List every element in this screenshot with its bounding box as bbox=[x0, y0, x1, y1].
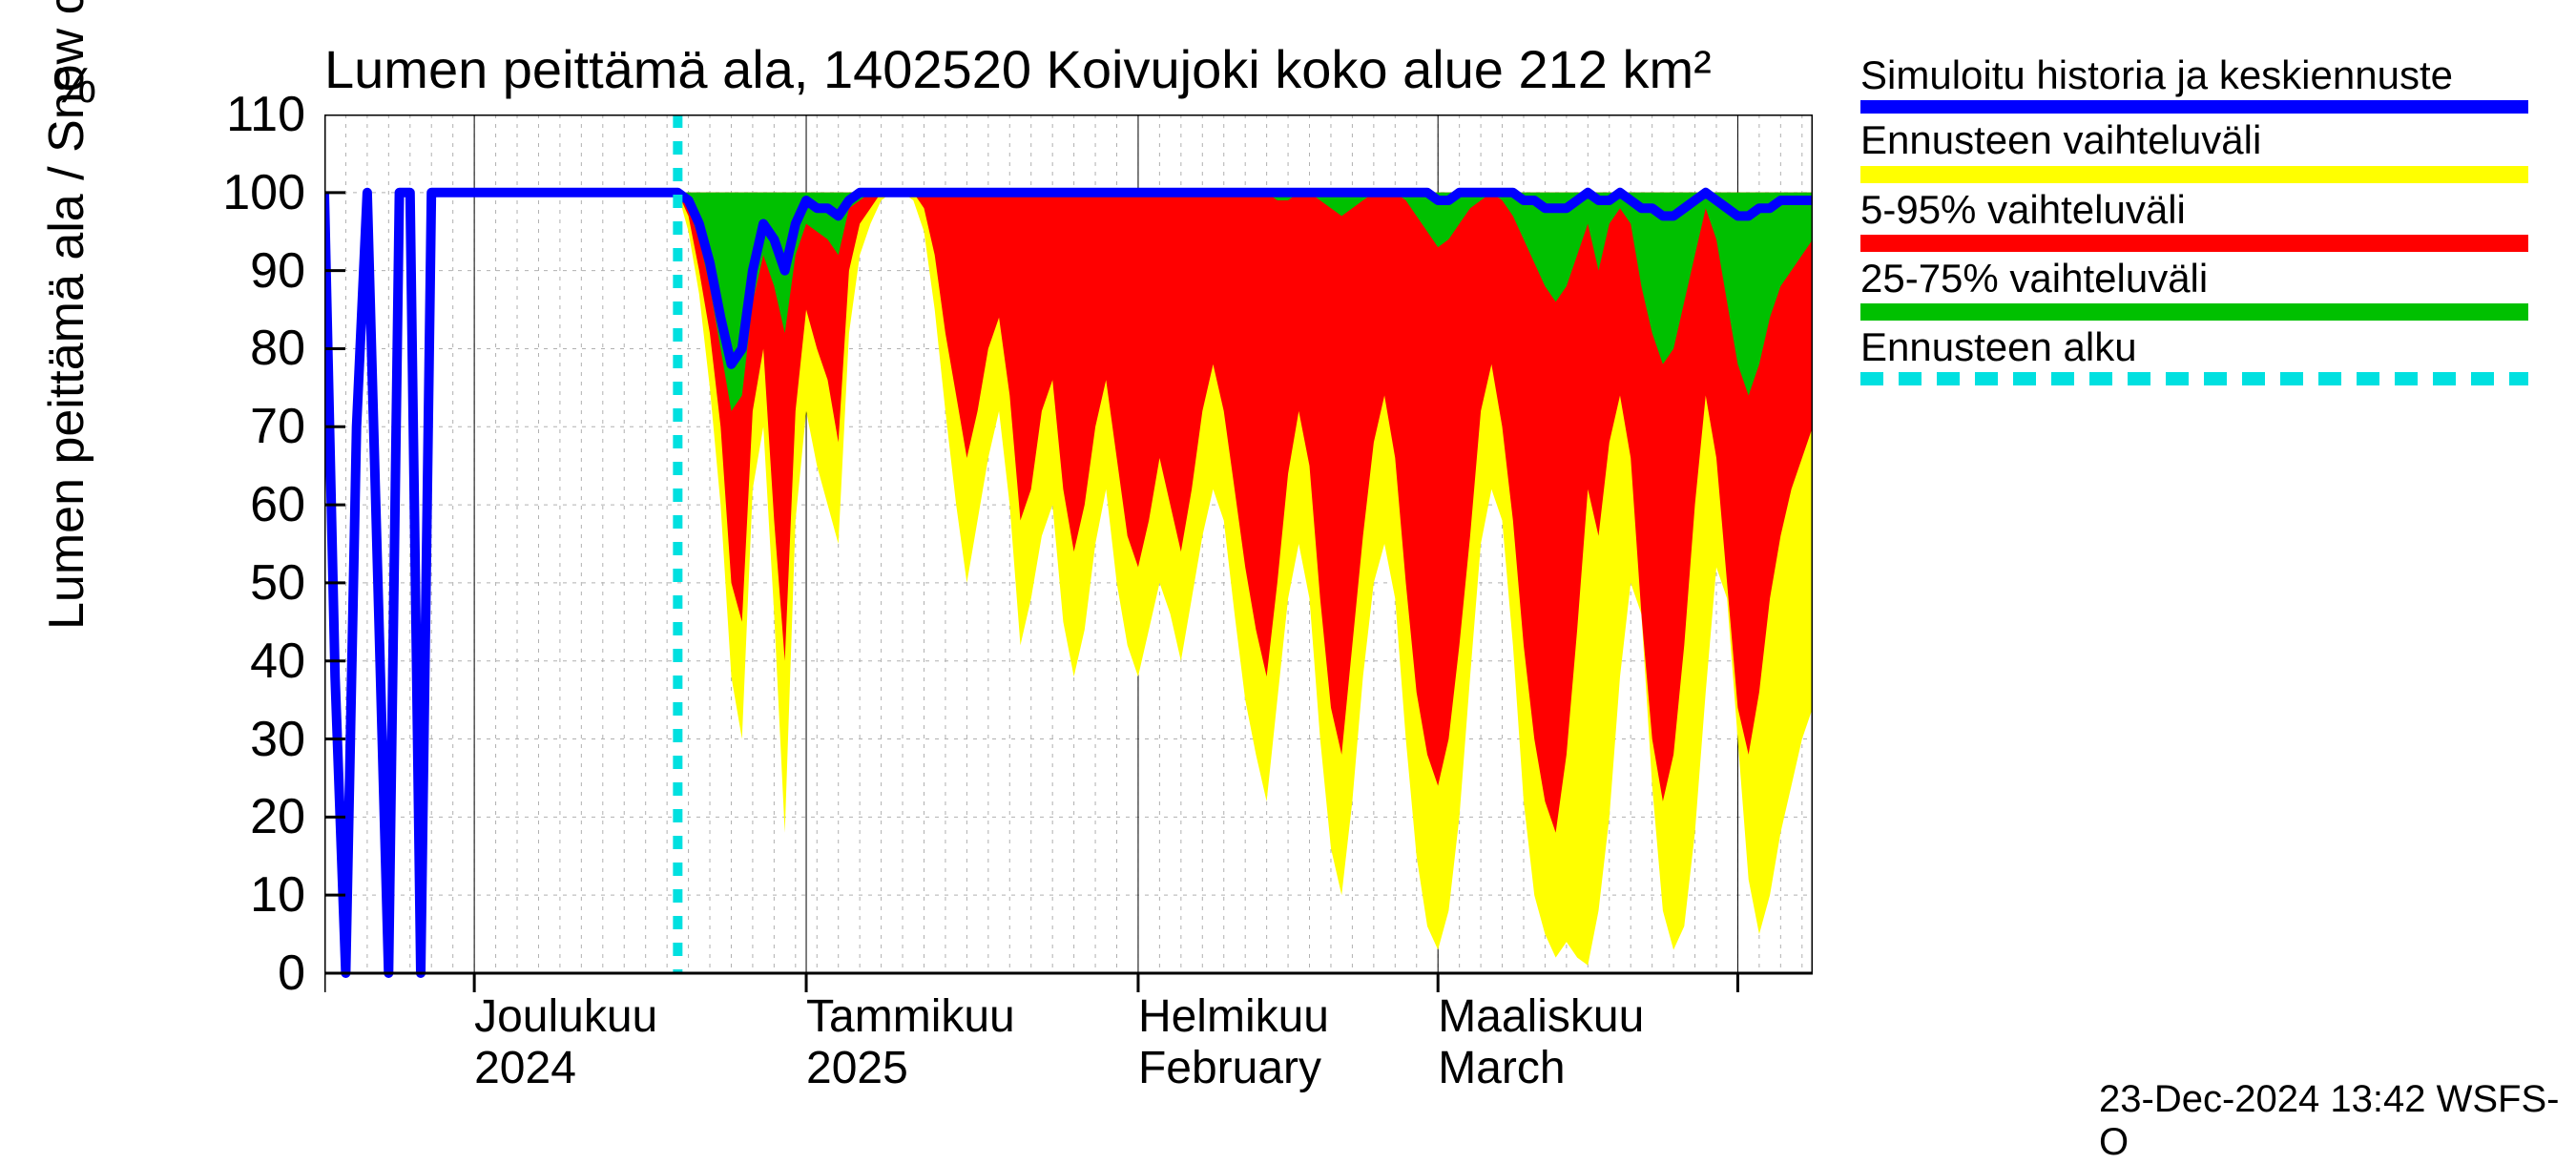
legend-swatch bbox=[1860, 166, 2528, 183]
x-tick-label-sub: February bbox=[1138, 1042, 1321, 1094]
x-tick-label-fi: Joulukuu bbox=[474, 990, 657, 1043]
y-tick-label: 90 bbox=[191, 242, 305, 300]
legend-swatch bbox=[1860, 235, 2528, 252]
x-tick-label-fi: Helmikuu bbox=[1138, 990, 1329, 1043]
y-tick-label: 60 bbox=[191, 476, 305, 533]
legend-label: Ennusteen vaihteluväli bbox=[1860, 117, 2528, 163]
legend-item: 25-75% vaihteluväli bbox=[1860, 256, 2528, 321]
chart-canvas: Lumen peittämä ala, 1402520 Koivujoki ko… bbox=[0, 0, 2576, 1145]
legend-label: Simuloitu historia ja keskiennuste bbox=[1860, 52, 2528, 98]
legend-label: 5-95% vaihteluväli bbox=[1860, 187, 2528, 233]
chart-title: Lumen peittämä ala, 1402520 Koivujoki ko… bbox=[324, 38, 1712, 100]
legend: Simuloitu historia ja keskiennuste Ennust… bbox=[1860, 52, 2528, 389]
x-tick-label-sub: 2024 bbox=[474, 1042, 576, 1094]
y-tick-label: 50 bbox=[191, 554, 305, 612]
y-tick-label: 20 bbox=[191, 788, 305, 845]
legend-label: 25-75% vaihteluväli bbox=[1860, 256, 2528, 301]
y-tick-label: 100 bbox=[191, 164, 305, 221]
legend-item: Ennusteen vaihteluväli bbox=[1860, 117, 2528, 182]
legend-swatch bbox=[1860, 303, 2528, 321]
legend-swatch bbox=[1860, 100, 2528, 114]
x-tick-label-sub: 2025 bbox=[806, 1042, 908, 1094]
y-tick-label: 0 bbox=[191, 945, 305, 1002]
y-tick-label: 110 bbox=[191, 86, 305, 143]
legend-item: Simuloitu historia ja keskiennuste bbox=[1860, 52, 2528, 114]
x-tick-label-fi: Tammikuu bbox=[806, 990, 1015, 1043]
legend-swatch bbox=[1860, 372, 2528, 385]
y-tick-label: 10 bbox=[191, 866, 305, 924]
y-tick-label: 30 bbox=[191, 711, 305, 768]
x-tick-label-fi: Maaliskuu bbox=[1438, 990, 1644, 1043]
plot-area bbox=[324, 114, 1813, 1069]
y-tick-label: 40 bbox=[191, 633, 305, 690]
legend-label: Ennusteen alku bbox=[1860, 324, 2528, 370]
footer-timestamp: 23-Dec-2024 13:42 WSFS-O bbox=[2099, 1078, 2576, 1164]
y-tick-label: 70 bbox=[191, 398, 305, 455]
y-tick-label: 80 bbox=[191, 320, 305, 377]
legend-item: Ennusteen alku bbox=[1860, 324, 2528, 385]
chart-svg bbox=[324, 114, 1813, 1069]
y-axis-label: Lumen peittämä ala / Snow cover area bbox=[38, 0, 95, 630]
x-tick-label-sub: March bbox=[1438, 1042, 1565, 1094]
legend-item: 5-95% vaihteluväli bbox=[1860, 187, 2528, 252]
